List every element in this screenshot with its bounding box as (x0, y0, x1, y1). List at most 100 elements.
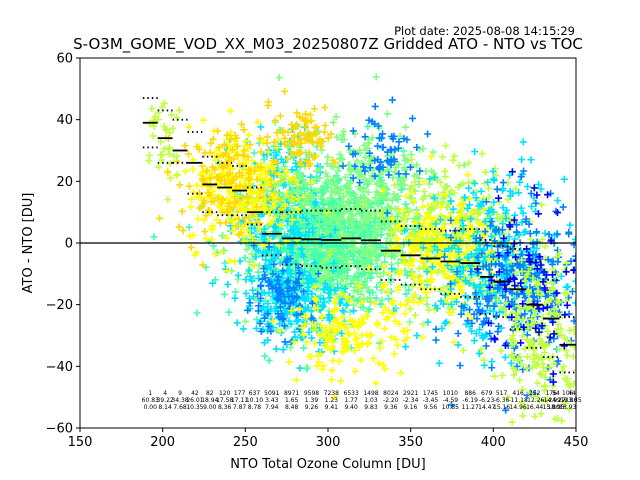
x-tick-label: 300 (316, 435, 341, 450)
bin-std-label: -11.18 (508, 397, 528, 404)
bin-count-label: 176 (545, 390, 557, 397)
x-tick-label: 400 (481, 435, 506, 450)
bin-std-label: -24.27 (546, 397, 566, 404)
bin-std-label: -4.59 (443, 397, 459, 404)
bin-mad-label: 9.56 (424, 404, 438, 411)
bin-count-label: 6533 (344, 390, 359, 397)
bin-count-label: 120 (219, 390, 231, 397)
bin-count-label: 8024 (383, 390, 398, 397)
bin-mad-label: 0.00 (144, 404, 158, 411)
scatter-points (145, 73, 576, 426)
bin-mad-label: 9.00 (203, 404, 217, 411)
bin-std-label: 34.38 (171, 397, 188, 404)
y-tick-label: −40 (46, 360, 73, 375)
y-tick-label: 20 (56, 175, 73, 190)
bin-std-label: 1.39 (305, 397, 319, 404)
bin-std-label: 1.23 (325, 397, 339, 404)
bin-std-label: -6.23 (479, 397, 495, 404)
bin-std-label: 1.77 (344, 397, 358, 404)
bin-std-label: 60.83 (142, 397, 159, 404)
x-tick-label: 150 (68, 435, 93, 450)
bin-mad-label: 9.83 (364, 404, 378, 411)
y-tick-label: 0 (65, 237, 73, 252)
bin-count-label: 9598 (304, 390, 319, 397)
bin-mad-label: 10.35 (186, 404, 203, 411)
bin-mad-label: 8.14 (158, 404, 172, 411)
y-axis-label: ATO - NTO [DU] (21, 193, 36, 294)
scatter-series-blue-17 (339, 96, 432, 217)
bin-count-label: 4 (163, 390, 167, 397)
bin-count-label: 42 (191, 390, 199, 397)
bin-mad-label: 18.95 (547, 404, 564, 411)
bin-mad-label: 14.96 (510, 404, 527, 411)
bin-mad-label: 16.44 (526, 404, 543, 411)
scatter-series-light_green-5 (264, 73, 502, 283)
bin-mad-label: 7.87 (233, 404, 247, 411)
chart-title: S-O3M_GOME_VOD_XX_M03_20250807Z Gridded … (73, 35, 583, 54)
bin-count-label: 177 (234, 390, 246, 397)
y-tick-label: 60 (56, 52, 73, 67)
bin-mad-label: 8.48 (285, 404, 299, 411)
x-tick-label: 250 (233, 435, 258, 450)
bin-count-label: 637 (249, 390, 261, 397)
bin-std-label: 1.03 (364, 397, 378, 404)
bin-statistics (142, 97, 576, 374)
bin-mad-label: 7.94 (265, 404, 279, 411)
bin-std-label: -33.35 (562, 397, 582, 404)
bin-count-label: 54 (552, 390, 560, 397)
bin-std-label: 17.11 (231, 397, 248, 404)
bin-count-label: 106 (562, 390, 574, 397)
bin-std-label: 17.58 (216, 397, 233, 404)
x-axis: 150 200 250 300 350 400 450 (68, 428, 589, 450)
bin-count-label: 7238 (324, 390, 339, 397)
bin-mad-label: 18.93 (559, 404, 576, 411)
y-tick-label: 40 (56, 113, 73, 128)
bin-count-label: 886 (464, 390, 476, 397)
bin-count-label: 8971 (284, 390, 299, 397)
bin-std-label: -6.19 (462, 397, 478, 404)
bin-mad-label: 7.68 (173, 404, 187, 411)
bin-std-label: -12.26 (525, 397, 545, 404)
bin-std-label: 10.10 (246, 397, 263, 404)
bin-std-label: -3.45 (423, 397, 439, 404)
bin-mad-label: 9.26 (305, 404, 319, 411)
bin-std-label: -6.36 (494, 397, 510, 404)
bin-mad-label: 8.78 (248, 404, 262, 411)
bin-std-label: -14.99 (542, 397, 562, 404)
bin-count-label: 1 (148, 390, 152, 397)
x-tick-label: 450 (564, 435, 589, 450)
bin-std-label: 3.43 (265, 397, 279, 404)
plot-date: Plot date: 2025-08-08 14:15:29 (394, 24, 575, 38)
bin-mad-label: 9.40 (344, 404, 358, 411)
bin-mad-label: 11.27 (462, 404, 479, 411)
scatter-series-yellow_green-15 (145, 99, 183, 204)
bin-stat-labels: 160.830.00439.228.14934.387.684226.0110.… (142, 390, 582, 411)
scatter-series-gold-16 (257, 88, 339, 170)
bin-std-label: -2.34 (403, 397, 419, 404)
bin-std-label: -2.20 (383, 397, 399, 404)
bin-mad-label: 10.85 (442, 404, 459, 411)
bin-count-label: 5091 (264, 390, 279, 397)
bin-count-label: 44 (568, 390, 576, 397)
bin-std-label: 26.01 (186, 397, 203, 404)
bin-mad-label: 15.16 (493, 404, 510, 411)
bin-count-label: 517 (496, 390, 508, 397)
x-axis-label: NTO Total Ozone Column [DU] (230, 457, 426, 472)
bin-std-label: 39.22 (157, 397, 174, 404)
y-tick-label: −20 (46, 298, 73, 313)
bin-count-label: 416 (512, 390, 524, 397)
bin-std-label: -19.86 (558, 397, 578, 404)
bin-mad-label: 9.41 (325, 404, 339, 411)
bin-std-label: 18.94 (201, 397, 218, 404)
bin-std-label: 1.65 (285, 397, 299, 404)
bin-mad-label: 15.80 (543, 404, 560, 411)
y-axis: −60 −40 −20 0 20 40 60 (46, 52, 80, 437)
bin-count-label: 9 (178, 390, 182, 397)
bin-mad-label: 9.36 (384, 404, 398, 411)
bin-count-label: 252 (529, 390, 541, 397)
bin-mad-label: 14.47 (478, 404, 495, 411)
bin-mad-label: 8.36 (218, 404, 232, 411)
bin-count-label: 1745 (423, 390, 438, 397)
scatter-series-yellow-14 (269, 283, 411, 401)
